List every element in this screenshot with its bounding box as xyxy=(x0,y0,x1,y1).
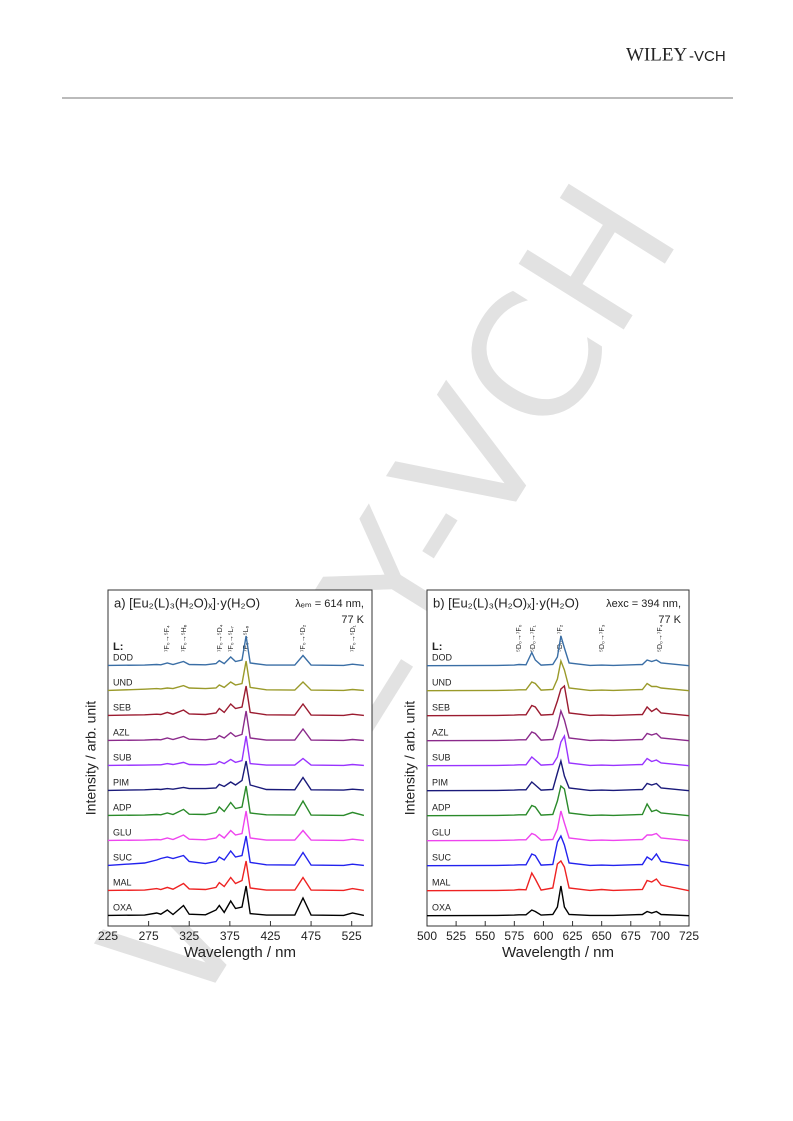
annotation: 77 K xyxy=(658,614,681,626)
legend-header: L: xyxy=(113,641,123,653)
series-name: UND xyxy=(432,677,452,687)
series-name: SUC xyxy=(113,852,133,862)
x-tick-label: 600 xyxy=(533,929,553,943)
spectrum-line xyxy=(427,684,689,717)
spectrum-line xyxy=(427,859,689,892)
spectrum-line xyxy=(427,658,689,692)
spectrum-line xyxy=(427,784,689,817)
transition-label: ⁷F₀→⁵F₄ xyxy=(164,625,171,652)
spectrum-line xyxy=(427,758,689,792)
plot-frame xyxy=(426,589,690,927)
spectrum-line xyxy=(108,885,365,917)
logo-sub: -VCH xyxy=(689,48,726,65)
transition-label: ⁷F₀→⁵D₁ xyxy=(350,624,357,652)
series-name: OXA xyxy=(113,902,132,912)
x-tick-label: 675 xyxy=(621,929,641,943)
spectrum-line xyxy=(427,635,689,667)
x-tick-label: 550 xyxy=(475,929,495,943)
series-name: PIM xyxy=(113,777,129,787)
series-name: MAL xyxy=(113,877,132,887)
transition-label: ⁵D₀→⁷F₀ xyxy=(516,624,523,652)
x-tick-label: 425 xyxy=(260,929,280,943)
spectrum-line xyxy=(108,635,364,667)
x-tick-label: 525 xyxy=(342,929,362,943)
transition-label: ⁵D₀→⁷F₄ xyxy=(657,624,664,652)
spectrum-line xyxy=(427,708,689,742)
legend-header: L: xyxy=(432,641,442,653)
plot-frame xyxy=(107,589,373,927)
spectrum-line xyxy=(427,834,689,867)
x-tick-label: 525 xyxy=(446,929,466,943)
logo: WILEY xyxy=(626,44,687,65)
x-tick-label: 725 xyxy=(679,929,699,943)
transition-label: ⁷F₀→⁵D₂ xyxy=(300,624,307,652)
spectrum-line xyxy=(108,710,364,742)
chart-title: a) [Eu₂(L)₃(H₂O)ₓ]·y(H₂O) xyxy=(114,595,260,610)
x-tick-label: 625 xyxy=(563,929,583,943)
spectrum-line xyxy=(108,785,365,817)
series-name: DOD xyxy=(432,652,453,662)
x-tick-label: 225 xyxy=(98,929,118,943)
spectrum-line xyxy=(108,810,364,842)
transition-label: ⁷F₀→⁵H₆ xyxy=(181,624,188,652)
x-tick-label: 375 xyxy=(220,929,240,943)
annotation: λexc = 394 nm, xyxy=(606,598,681,610)
spectrum-line xyxy=(108,660,364,692)
transition-label: ⁷F₀→⁵D₄ xyxy=(217,624,224,652)
spectrum-line xyxy=(108,835,364,867)
spectrum-line xyxy=(427,810,689,842)
spectrum-line xyxy=(427,733,689,767)
series-name: ADP xyxy=(432,802,451,812)
series-name: ADP xyxy=(113,802,132,812)
annotation: λₑₘ = 614 nm, xyxy=(295,598,364,610)
series-name: UND xyxy=(113,677,133,687)
series-name: GLU xyxy=(432,827,451,837)
series-name: SEB xyxy=(113,702,131,712)
x-tick-label: 700 xyxy=(650,929,670,943)
spectrum-line xyxy=(108,735,364,767)
series-name: GLU xyxy=(113,827,132,837)
series-name: PIM xyxy=(432,777,448,787)
transition-label: ⁵D₀→⁷F₃ xyxy=(599,624,606,652)
x-tick-label: 325 xyxy=(179,929,199,943)
series-name: AZL xyxy=(113,727,130,737)
annotation: 77 K xyxy=(341,614,364,626)
x-tick-label: 500 xyxy=(417,929,437,943)
x-tick-label: 275 xyxy=(139,929,159,943)
series-name: DOD xyxy=(113,652,134,662)
x-tick-label: 575 xyxy=(504,929,524,943)
x-axis-label: Wavelength / nm xyxy=(502,944,614,961)
transition-label: ⁵D₀→⁷F₁ xyxy=(530,624,537,652)
y-axis-label: Intensity / arb. unit xyxy=(402,701,418,816)
chart-title: b) [Eu₂(L)₃(H₂O)ₓ]·y(H₂O) xyxy=(433,595,579,610)
series-name: SUB xyxy=(432,752,451,762)
spectrum-line xyxy=(108,760,364,792)
series-name: OXA xyxy=(432,902,451,912)
series-name: SUB xyxy=(113,752,132,762)
x-tick-label: 650 xyxy=(592,929,612,943)
spectrum-line xyxy=(108,685,364,717)
spectrum-line xyxy=(427,885,689,917)
x-axis-label: Wavelength / nm xyxy=(184,944,296,961)
y-axis-label: Intensity / arb. unit xyxy=(83,701,99,816)
x-tick-label: 475 xyxy=(301,929,321,943)
transition-label: ⁷F₀→⁵L₇ xyxy=(228,625,235,652)
series-name: SUC xyxy=(432,852,452,862)
series-name: SEB xyxy=(432,702,450,712)
series-name: MAL xyxy=(432,877,451,887)
series-name: AZL xyxy=(432,727,449,737)
spectrum-line xyxy=(108,860,365,892)
